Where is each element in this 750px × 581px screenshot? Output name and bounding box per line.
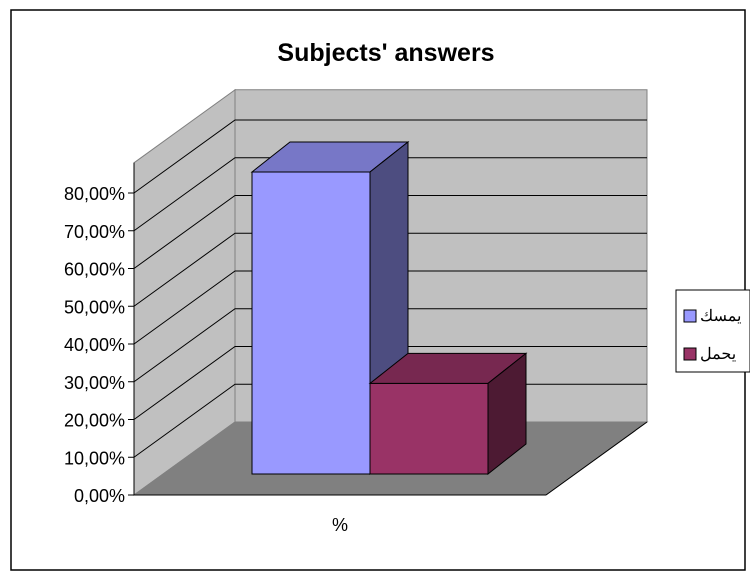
gridline bbox=[133, 157, 647, 232]
bars bbox=[250, 140, 528, 476]
y-tick-label: 50,00% bbox=[64, 297, 125, 317]
y-tick-label: 30,00% bbox=[64, 373, 125, 393]
legend: يمسك يحمل bbox=[675, 289, 750, 373]
legend-swatch-series-0 bbox=[683, 309, 697, 323]
y-tick-label: 0,00% bbox=[74, 486, 125, 506]
bar-front bbox=[369, 382, 489, 475]
gridline bbox=[133, 270, 647, 345]
floor-front-right-edge bbox=[545, 421, 648, 496]
gridline bbox=[133, 346, 647, 420]
gridlines bbox=[128, 119, 648, 496]
x-category-label: % bbox=[332, 515, 348, 535]
legend-label-series-0: يمسك bbox=[700, 308, 741, 325]
y-tick-label: 70,00% bbox=[64, 222, 125, 242]
gridline bbox=[133, 308, 647, 383]
y-tick-label: 60,00% bbox=[64, 260, 125, 280]
y-tick-label: 10,00% bbox=[64, 448, 125, 468]
gridline bbox=[133, 195, 647, 269]
y-axis-ticks: 0,00% 10,00% 20,00% 30,00% 40,00% 50,00% 60,00… bbox=[64, 184, 125, 506]
chart-title: Subjects' answers bbox=[277, 39, 494, 67]
y-tick-label: 40,00% bbox=[64, 335, 125, 355]
gridline bbox=[133, 232, 647, 307]
bar-series-1 bbox=[368, 352, 528, 476]
bar-front bbox=[251, 171, 371, 475]
gridline bbox=[133, 119, 647, 194]
bar-side bbox=[487, 352, 527, 476]
legend-swatch-series-1 bbox=[683, 347, 697, 361]
y-tick-label: 80,00% bbox=[64, 184, 125, 204]
y-tick-label: 20,00% bbox=[64, 411, 125, 431]
legend-label-series-1: يحمل bbox=[700, 346, 736, 363]
